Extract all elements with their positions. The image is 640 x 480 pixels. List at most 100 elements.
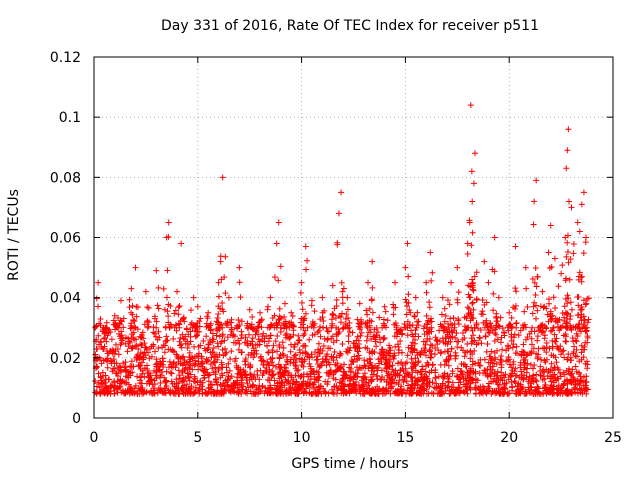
roti-spike-point	[488, 323, 495, 330]
roti-sample-point	[467, 355, 474, 362]
roti-sample-point	[93, 383, 100, 390]
roti-sample-point	[441, 305, 448, 312]
roti-spike-point	[405, 273, 412, 280]
roti-sample-point	[582, 339, 589, 346]
roti-peak-point	[574, 219, 581, 226]
roti-sample-point	[434, 337, 441, 344]
roti-sample-point	[159, 355, 166, 362]
roti-sample-point	[468, 375, 475, 382]
roti-sample-point	[340, 368, 347, 375]
roti-sample-point	[286, 335, 293, 342]
roti-sample-point	[218, 370, 225, 377]
roti-sample-point	[249, 382, 256, 389]
roti-spike-point	[470, 287, 477, 294]
roti-spike-point	[455, 317, 462, 324]
roti-sample-point	[349, 358, 356, 365]
roti-sample-point	[391, 352, 398, 359]
roti-spike-point	[414, 309, 421, 316]
roti-sample-point	[534, 354, 541, 361]
roti-sample-point	[531, 361, 538, 368]
roti-sample-point	[564, 389, 571, 396]
roti-sample-point	[547, 328, 554, 335]
roti-sample-point	[319, 358, 326, 365]
roti-sample-point	[191, 362, 198, 369]
roti-spike-point	[407, 309, 414, 316]
roti-sample-point	[347, 387, 354, 394]
roti-spike-point	[455, 289, 462, 296]
roti-sample-point	[383, 368, 390, 375]
roti-spike-point	[390, 311, 397, 318]
roti-sample-point	[430, 390, 437, 397]
roti-sample-point	[95, 370, 102, 377]
roti-sample-point	[561, 380, 568, 387]
roti-sample-point	[98, 386, 105, 393]
roti-sample-point	[320, 343, 327, 350]
y-tick-label: 0.02	[50, 351, 81, 367]
roti-sample-point	[549, 343, 556, 350]
roti-sample-point	[528, 341, 535, 348]
roti-spike-point	[473, 296, 480, 303]
roti-spike-point	[382, 308, 389, 315]
roti-spike-point	[181, 318, 188, 325]
roti-sample-point	[458, 368, 465, 375]
roti-sample-point	[396, 328, 403, 335]
roti-sample-point	[393, 389, 400, 396]
roti-spike-point	[471, 324, 478, 331]
roti-spike-point	[155, 305, 162, 312]
roti-spike-point	[411, 313, 418, 320]
roti-sample-point	[555, 390, 562, 397]
roti-sample-point	[124, 348, 131, 355]
roti-spike-point	[120, 324, 127, 331]
roti-sample-point	[104, 350, 111, 357]
roti-spike-point	[297, 289, 304, 296]
roti-spike-point	[223, 322, 230, 329]
roti-sample-point	[448, 384, 455, 391]
roti-sample-point	[469, 351, 476, 358]
roti-sample-point	[429, 379, 436, 386]
roti-spike-point	[238, 318, 245, 325]
roti-sample-point	[211, 359, 218, 366]
roti-sample-point	[204, 346, 211, 353]
roti-spike-point	[188, 319, 195, 326]
roti-sample-point	[295, 367, 302, 374]
roti-spike-point	[339, 310, 346, 317]
roti-sample-point	[526, 373, 533, 380]
roti-sample-point	[184, 361, 191, 368]
roti-spike-point	[564, 239, 571, 246]
roti-sample-point	[420, 338, 427, 345]
roti-sample-point	[574, 390, 581, 397]
roti-sample-point	[305, 353, 312, 360]
roti-sample-point	[99, 345, 106, 352]
roti-peak-point	[583, 234, 590, 241]
roti-sample-point	[287, 348, 294, 355]
roti-sample-point	[464, 390, 471, 397]
roti-sample-point	[398, 331, 405, 338]
roti-sample-point	[366, 360, 373, 367]
roti-sample-point	[454, 344, 461, 351]
roti-peak-point	[576, 228, 583, 235]
roti-sample-point	[294, 340, 301, 347]
roti-peak-point	[163, 234, 170, 241]
roti-sample-point	[417, 375, 424, 382]
roti-sample-point	[470, 332, 477, 339]
roti-sample-point	[464, 383, 471, 390]
roti-sample-point	[315, 389, 322, 396]
roti-sample-point	[213, 379, 220, 386]
roti-spike-point	[512, 285, 519, 292]
roti-spike-point	[215, 303, 222, 310]
roti-sample-point	[514, 350, 521, 357]
roti-sample-point	[563, 338, 570, 345]
roti-sample-point	[372, 362, 379, 369]
roti-sample-point	[115, 351, 122, 358]
roti-spike-point	[286, 324, 293, 331]
roti-spike-point	[575, 324, 582, 331]
roti-spike-point	[154, 302, 161, 309]
roti-sample-point	[504, 357, 511, 364]
roti-sample-point	[364, 333, 371, 340]
roti-sample-point	[219, 331, 226, 338]
roti-sample-point	[195, 360, 202, 367]
roti-spike-point	[304, 257, 311, 264]
roti-sample-point	[214, 387, 221, 394]
roti-peak-point	[533, 177, 540, 184]
roti-sample-point	[239, 374, 246, 381]
